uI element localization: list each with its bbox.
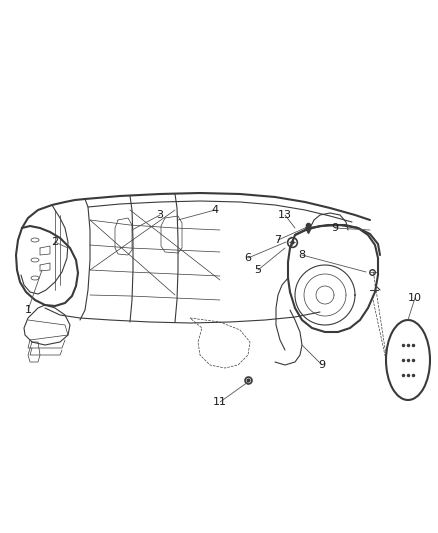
Text: 11: 11 — [213, 397, 227, 407]
Text: 13: 13 — [278, 210, 292, 220]
Text: 10: 10 — [408, 293, 422, 303]
Text: 7: 7 — [275, 235, 282, 245]
Text: 1: 1 — [25, 305, 32, 315]
Text: 9: 9 — [332, 223, 339, 233]
Text: 4: 4 — [212, 205, 219, 215]
Text: 6: 6 — [244, 253, 251, 263]
Text: 8: 8 — [298, 250, 306, 260]
Text: 2: 2 — [51, 237, 59, 247]
Text: 5: 5 — [254, 265, 261, 275]
Text: 9: 9 — [318, 360, 325, 370]
Text: 3: 3 — [156, 210, 163, 220]
